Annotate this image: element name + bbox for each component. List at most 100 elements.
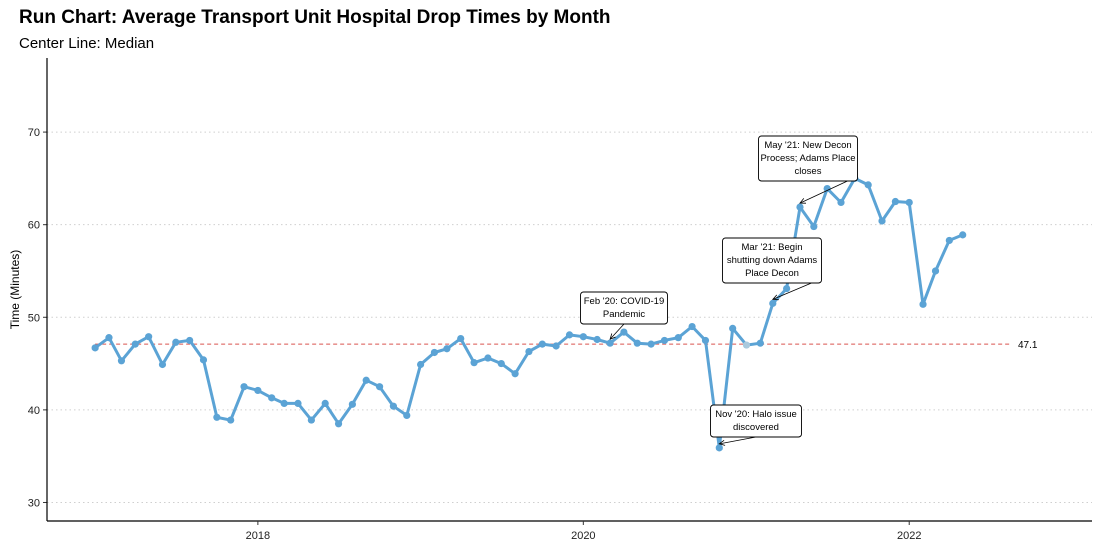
annotation-pointer — [799, 180, 848, 204]
data-point — [227, 416, 235, 424]
data-point — [416, 360, 425, 369]
data-point — [105, 334, 113, 342]
annotation-arrowhead — [609, 333, 616, 340]
annotation-text: discovered — [733, 422, 779, 433]
annotation-arrowhead — [799, 198, 807, 204]
y-tick-label: 30 — [28, 497, 40, 509]
annotation-box — [722, 237, 822, 284]
data-point — [158, 360, 167, 369]
data-point — [579, 333, 587, 341]
data-point — [511, 370, 519, 378]
annotation-text: Process; Adams Place — [760, 153, 855, 164]
annotation-pointer — [772, 282, 812, 300]
data-point — [334, 420, 343, 428]
data-point — [294, 399, 302, 407]
data-point — [701, 336, 710, 345]
data-point — [213, 413, 221, 421]
annotation-pointer — [719, 436, 757, 445]
series-group — [91, 174, 967, 452]
data-point — [497, 359, 505, 368]
chart-subtitle: Center Line: Median — [19, 35, 154, 52]
annotation-text: Mar '21: Begin — [742, 242, 803, 253]
data-point — [633, 339, 641, 347]
x-tick-label: 2018 — [246, 530, 270, 542]
annotation-text: shutting down Adams — [727, 255, 818, 266]
data-point — [389, 402, 398, 410]
annotation-text: Place Decon — [745, 268, 799, 279]
chart-title: Run Chart: Average Transport Unit Hospit… — [19, 7, 611, 28]
data-point — [525, 347, 533, 356]
annotation-text: Nov '20: Halo issue — [715, 409, 797, 420]
data-point — [674, 334, 682, 342]
data-point — [891, 197, 899, 206]
annotation-box — [710, 404, 802, 438]
data-point — [688, 322, 696, 331]
annotation-text: May '21: New Decon — [764, 140, 851, 151]
data-point — [959, 231, 967, 239]
annotation-text: Pandemic — [603, 309, 645, 320]
data-point — [620, 328, 628, 336]
data-point — [729, 324, 737, 332]
median-label: 47.1 — [1018, 340, 1038, 351]
annotation-box — [758, 135, 858, 182]
annotation: Mar '21: Begin shutting down Adams Place D… — [722, 237, 822, 301]
axes-group: 30 40 50 60 70 2018 2020 2022 — [28, 58, 1092, 542]
annotation: May '21: New Decon Process; Adams Place cl… — [758, 135, 858, 204]
data-point — [280, 399, 288, 407]
annotation: Nov '20: Halo issue discovered — [710, 404, 802, 446]
data-point — [268, 394, 276, 402]
data-point — [186, 336, 194, 345]
data-point — [131, 340, 139, 348]
data-point — [823, 184, 831, 193]
data-point — [362, 376, 370, 384]
data-point — [172, 338, 180, 346]
data-point — [403, 411, 411, 420]
data-point — [945, 236, 953, 245]
data-point — [443, 345, 451, 353]
data-point — [348, 400, 356, 408]
data-point — [756, 339, 764, 347]
y-tick-label: 70 — [28, 127, 40, 139]
data-point — [91, 344, 99, 352]
data-point — [864, 181, 872, 189]
data-point — [905, 198, 913, 207]
gridlines — [47, 131, 1092, 503]
y-tick-label: 40 — [28, 405, 40, 417]
data-point — [769, 299, 777, 307]
data-point — [606, 339, 614, 347]
annotation: Feb '20: COVID-19 Pandemic — [580, 291, 668, 340]
data-point — [878, 217, 886, 225]
data-point — [647, 340, 655, 348]
data-point — [796, 203, 804, 211]
data-point — [837, 198, 845, 207]
x-tick-label: 2020 — [571, 530, 595, 542]
annotation-box — [580, 291, 668, 325]
data-point — [375, 383, 384, 391]
data-point — [199, 356, 208, 364]
data-point — [593, 335, 601, 344]
annotation-arrowhead — [771, 294, 779, 301]
data-point — [307, 416, 315, 424]
annotations-group: Feb '20: COVID-19 Pandemic Nov '20: Halo i… — [580, 135, 858, 446]
annotation-pointer — [609, 323, 625, 340]
data-point — [430, 348, 439, 357]
data-point — [919, 300, 927, 308]
data-point — [145, 333, 153, 341]
y-tick-label: 60 — [28, 220, 40, 232]
data-point — [783, 284, 791, 293]
y-axis-title: Time (Minutes) — [8, 250, 22, 330]
data-point — [660, 336, 669, 345]
y-tick-label: 50 — [28, 312, 40, 324]
data-point — [565, 331, 574, 339]
data-point — [470, 359, 478, 367]
data-point — [552, 342, 560, 350]
data-point — [254, 386, 262, 395]
data-point — [240, 383, 248, 391]
data-point — [457, 334, 465, 343]
data-point — [715, 444, 723, 452]
annotation-arrowhead — [718, 439, 726, 446]
data-point — [742, 341, 751, 349]
data-point — [484, 354, 492, 362]
